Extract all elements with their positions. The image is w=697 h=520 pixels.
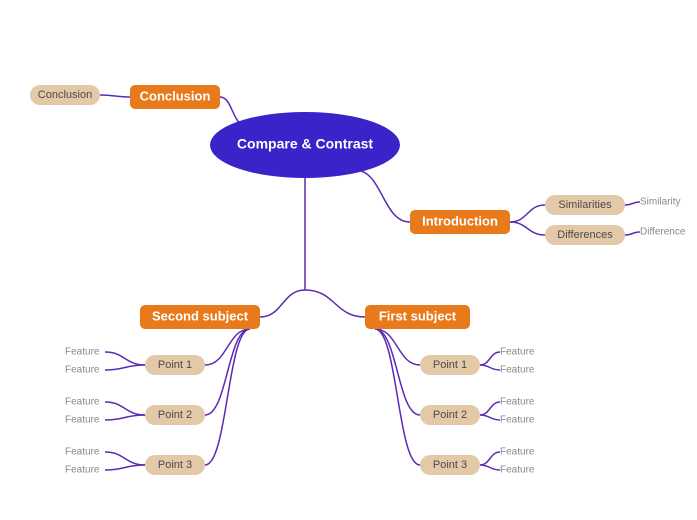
connector [480,352,500,365]
fs-feature-0-1: Feature [500,365,535,376]
fs-point-label-1: Point 2 [433,409,467,421]
mindmap-canvas: Compare & Contrast Conclusion Conclusion In… [0,0,697,520]
connector [105,465,145,470]
connector [100,95,130,97]
connector [480,415,500,420]
intro-leaf-0: Similarity [640,197,681,208]
connector [205,329,250,415]
fs-feature-0-0: Feature [500,347,535,358]
connector [510,222,545,235]
connector [260,290,305,317]
conclusion-leaf-label: Conclusion [38,89,92,101]
connector [625,202,640,205]
connector [510,205,545,222]
ss-feature-1-0: Feature [65,397,100,408]
introduction-label: Introduction [422,213,498,228]
connector [105,452,145,465]
ss-feature-0-0: Feature [65,347,100,358]
ss-point-label-1: Point 2 [158,409,192,421]
intro-leaf-1: Difference [640,227,686,238]
connector [105,402,145,415]
ss-point-label-2: Point 3 [158,459,192,471]
fs-point-label-0: Point 1 [433,359,467,371]
connector [625,232,640,235]
connector [105,352,145,365]
fs-point-label-2: Point 3 [433,459,467,471]
fs-feature-1-0: Feature [500,397,535,408]
first-subject-label: First subject [379,308,457,323]
connector [480,365,500,370]
connector [105,415,145,420]
connector [375,329,420,415]
sub-intro-label-1: Differences [557,229,613,241]
ss-feature-0-1: Feature [65,365,100,376]
fs-feature-2-0: Feature [500,447,535,458]
connector [205,329,250,465]
fs-feature-2-1: Feature [500,465,535,476]
connector [105,365,145,370]
ss-feature-2-1: Feature [65,465,100,476]
connector [480,402,500,415]
connector [375,329,420,465]
connector [355,170,410,222]
central-label: Compare & Contrast [237,136,373,152]
connector [305,290,365,317]
connector [480,452,500,465]
sub-intro-label-0: Similarities [558,199,612,211]
second-subject-label: Second subject [152,308,249,323]
ss-feature-2-0: Feature [65,447,100,458]
ss-feature-1-1: Feature [65,415,100,426]
connector [480,465,500,470]
fs-feature-1-1: Feature [500,415,535,426]
ss-point-label-0: Point 1 [158,359,192,371]
conclusion-label: Conclusion [140,88,211,103]
